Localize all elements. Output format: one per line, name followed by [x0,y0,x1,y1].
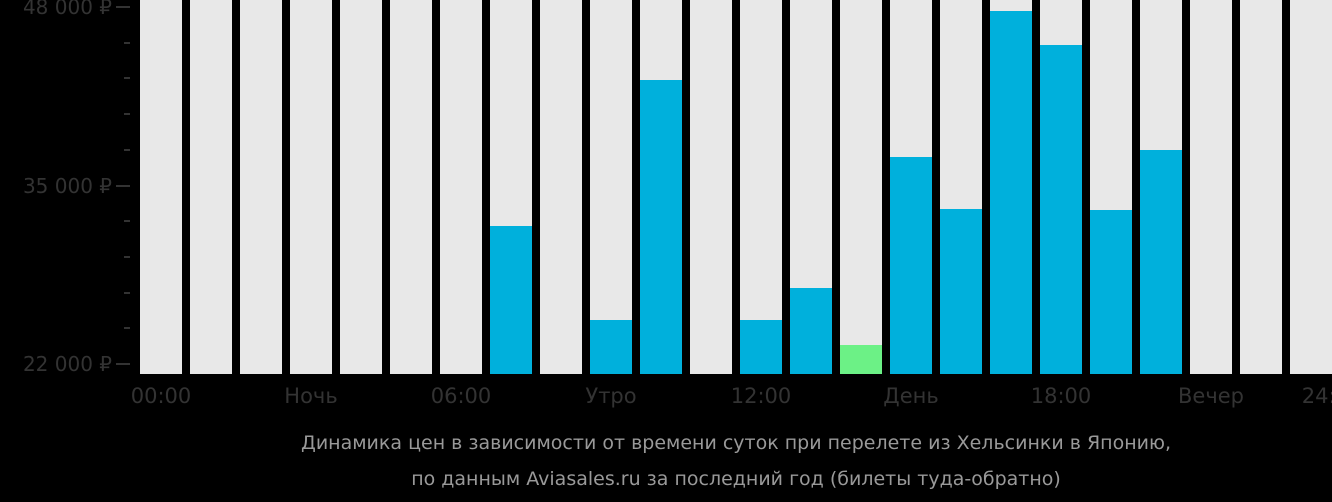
x-tick-label: 12:00 [730,384,792,408]
y-minor-tick [124,77,130,80]
bar-hour-22[interactable] [1240,0,1282,374]
bar-hour-09[interactable] [590,0,632,374]
y-tick-label: 22 000 ₽ [22,352,112,376]
bar-hour-07[interactable] [490,0,532,374]
price-bar-fill [1090,210,1132,374]
x-tick-label: Вечер [1178,384,1244,408]
bar-hour-10[interactable] [640,0,682,374]
y-minor-tick [124,113,130,116]
price-bar-fill [990,11,1032,374]
price-bar-fill [940,208,982,374]
min-price-bar-fill [840,344,882,374]
bar-hour-04[interactable] [340,0,382,374]
x-tick-label: 06:00 [430,384,492,408]
y-minor-tick [124,327,130,330]
y-minor-tick [124,41,130,44]
bar-hour-16[interactable] [940,0,982,374]
bar-hour-05[interactable] [390,0,432,374]
bar-hour-21[interactable] [1190,0,1232,374]
bar-hour-02[interactable] [240,0,282,374]
bar-hour-00[interactable] [140,0,182,374]
bar-hour-01[interactable] [190,0,232,374]
bar-hour-15[interactable] [890,0,932,374]
y-minor-tick [124,220,130,223]
bar-hour-03[interactable] [290,0,332,374]
price-bar-fill [1040,45,1082,374]
y-tick-label: 35 000 ₽ [22,173,112,198]
bar-hour-23[interactable] [1290,0,1332,374]
y-minor-tick [124,255,130,258]
bar-hour-13[interactable] [790,0,832,374]
price-bar-fill [490,226,532,374]
chart-caption-line-1: Динамика цен в зависимости от времени су… [300,432,1172,454]
bar-hour-18[interactable] [1040,0,1082,374]
price-bar-fill [740,320,782,374]
y-major-tick [116,6,130,8]
x-tick-label: День [883,384,939,408]
price-bar-fill [890,156,932,374]
bar-hour-19[interactable] [1090,0,1132,374]
price-bar-fill [640,79,682,374]
y-major-tick [116,184,130,187]
chart-caption-line-2: по данным Aviasales.ru за последний год … [411,468,1061,490]
bar-hour-08[interactable] [540,0,582,374]
y-minor-tick [124,148,130,151]
bar-hour-17[interactable] [990,0,1032,374]
price-bar-fill [1140,149,1182,374]
price-bar-fill [590,320,632,374]
x-tick-label: 00:00 [130,384,192,408]
y-minor-tick [124,291,130,294]
x-tick-label: Утро [585,384,637,408]
x-tick-label: Ночь [284,384,338,408]
bar-hour-14[interactable] [840,0,882,374]
bar-hour-06[interactable] [440,0,482,374]
price-bar-fill [790,288,832,374]
x-tick-label: 18:00 [1030,384,1092,408]
x-tick-label: 24:00 [1301,384,1332,408]
bar-hour-12[interactable] [740,0,782,374]
y-tick-label: 48 000 ₽ [22,0,112,19]
y-major-tick [116,363,130,365]
bar-hour-20[interactable] [1140,0,1182,374]
bar-hour-11[interactable] [690,0,732,374]
